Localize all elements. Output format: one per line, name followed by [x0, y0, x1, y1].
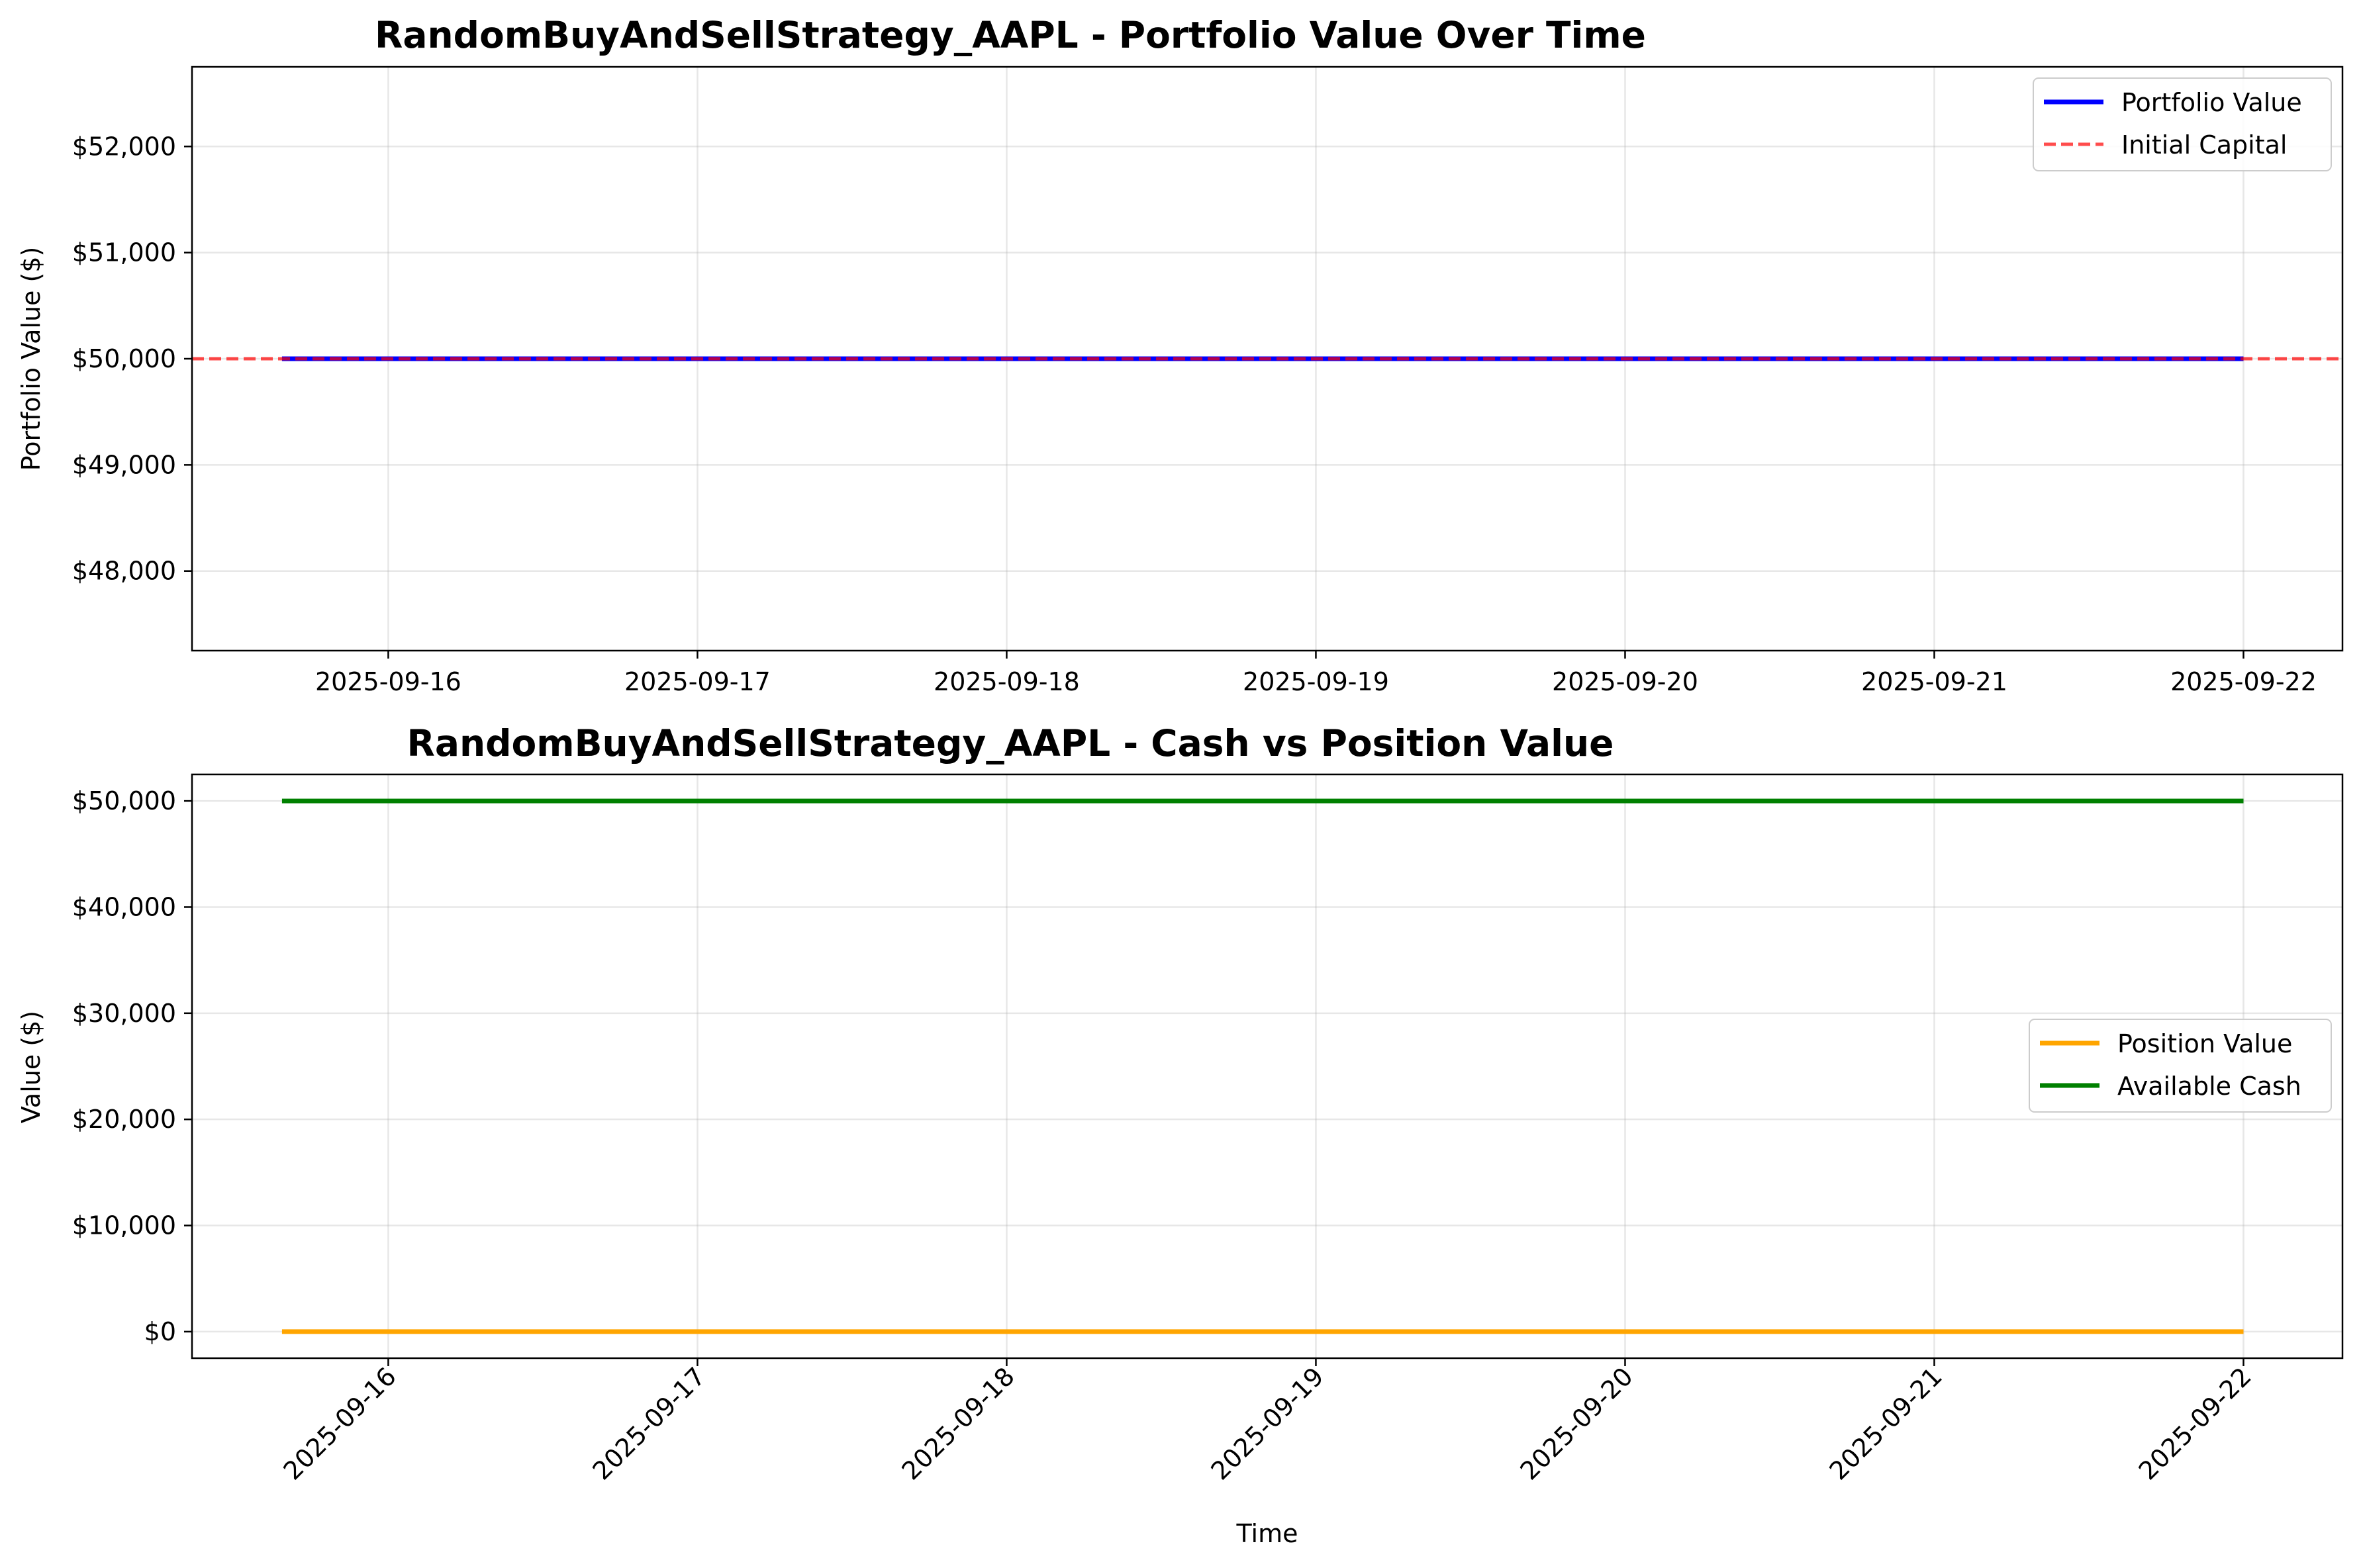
legend-label-position-value: Position Value	[2117, 1029, 2292, 1058]
x-tick-label: 2025-09-22	[2170, 667, 2317, 696]
y-tick-label: $30,000	[72, 999, 176, 1028]
plot-area	[281, 798, 2244, 1334]
axes-frame	[191, 773, 2344, 1360]
portfolio-value-chart: RandomBuyAndSellStrategy_AAPL - Portfoli…	[17, 14, 2344, 696]
y-tick-label: $40,000	[72, 892, 176, 921]
axis-ticks: 2025-09-16 2025-09-17 2025-09-18 2025-09-19…	[72, 132, 2317, 696]
chart-title: RandomBuyAndSellStrategy_AAPL - Portfoli…	[375, 14, 1646, 56]
legend: Portfolio Value Initial Capital	[2033, 77, 2332, 171]
chart-title: RandomBuyAndSellStrategy_AAPL - Cash vs …	[407, 722, 1614, 764]
y-tick-label: $51,000	[72, 238, 176, 267]
y-tick-label: $48,000	[72, 557, 176, 586]
y-tick-label: $0	[144, 1317, 176, 1346]
legend-frame	[2029, 1019, 2332, 1113]
legend-frame	[2033, 77, 2332, 171]
y-axis-label: Value ($)	[17, 1011, 46, 1123]
y-tick-label: $50,000	[72, 786, 176, 815]
x-tick-label: 2025-09-16	[315, 667, 461, 696]
legend-label-available-cash: Available Cash	[2117, 1072, 2301, 1101]
y-tick-label: $52,000	[72, 132, 176, 161]
x-tick-label: 2025-09-21	[1861, 667, 2007, 696]
x-tick-label: 2025-09-20	[1552, 667, 1698, 696]
y-tick-label: $49,000	[72, 450, 176, 479]
y-axis-label: Portfolio Value ($)	[17, 247, 46, 471]
legend: Position Value Available Cash	[2029, 1019, 2332, 1113]
y-tick-label: $50,000	[72, 344, 176, 373]
x-tick-label: 2025-09-18	[934, 667, 1080, 696]
legend-label-initial-capital: Initial Capital	[2121, 130, 2287, 160]
legend-label-portfolio-value: Portfolio Value	[2121, 88, 2302, 117]
y-tick-label: $10,000	[72, 1211, 176, 1240]
x-tick-label: 2025-09-19	[1243, 667, 1389, 696]
x-tick-label: 2025-09-17	[624, 667, 771, 696]
y-tick-label: $20,000	[72, 1105, 176, 1134]
x-axis-label: Time	[1236, 1519, 1298, 1548]
